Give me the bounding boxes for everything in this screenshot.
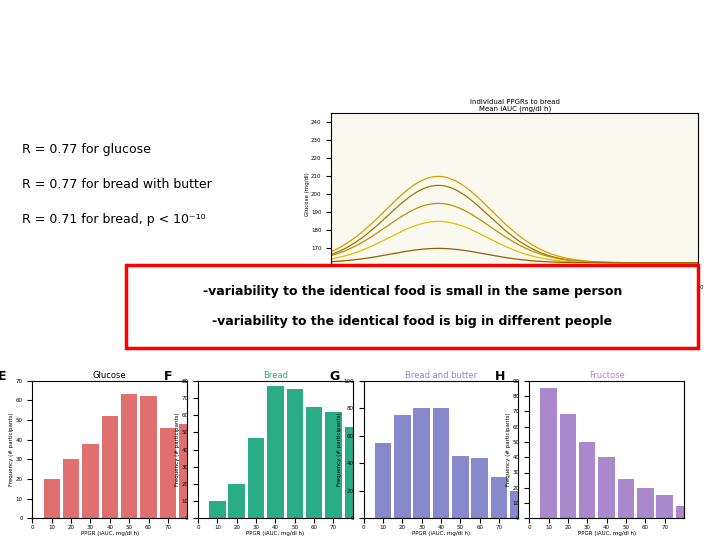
Bar (510, 491, 526, 518)
Bar (676, 506, 692, 518)
Text: R = 0.71 for bread, p < 10⁻¹⁰: R = 0.71 for bread, p < 10⁻¹⁰ (22, 213, 205, 226)
Bar (402, 475, 419, 518)
Bar (228, 484, 245, 518)
Text: Inter-v: Inter-v (21, 354, 74, 367)
Bar (540, 388, 557, 518)
Text: E: E (0, 370, 7, 383)
Bar (452, 456, 469, 518)
X-axis label: PPGR (iAUC, mg/dl h): PPGR (iAUC, mg/dl h) (412, 531, 470, 536)
X-axis label: PPGR (iAUC, mg/dl h): PPGR (iAUC, mg/dl h) (246, 531, 305, 536)
Bar (598, 457, 615, 518)
Bar (491, 477, 508, 518)
Y-axis label: Frequency (# participants): Frequency (# participants) (337, 413, 342, 487)
Bar (472, 458, 488, 518)
Bar (374, 443, 391, 518)
Bar (413, 408, 430, 518)
Bar (657, 496, 673, 518)
Title: Fructose: Fructose (589, 371, 624, 380)
Bar (248, 437, 264, 518)
Bar (237, 420, 253, 518)
X-axis label: PPGR (iAUC, mg/dl h): PPGR (iAUC, mg/dl h) (577, 531, 636, 536)
Y-axis label: Frequency (# participants): Frequency (# participants) (506, 413, 511, 487)
Bar (579, 442, 595, 518)
Text: R = 0.77 for glucose: R = 0.77 for glucose (22, 143, 150, 156)
Bar (637, 488, 654, 518)
Bar (529, 502, 546, 518)
Bar (394, 415, 410, 518)
Text: Results- Postprandial Glycemic Response: Results- Postprandial Glycemic Response (18, 25, 665, 53)
Bar (306, 407, 323, 518)
Bar (198, 410, 215, 518)
X-axis label: PPGR (iAUC, mg/dl h): PPGR (iAUC, mg/dl h) (81, 531, 139, 536)
Bar (433, 408, 449, 518)
Title: Bread and butter: Bread and butter (405, 371, 477, 380)
Text: H: H (495, 370, 505, 383)
Y-axis label: Frequency (# participants): Frequency (# participants) (9, 413, 14, 487)
Bar (364, 437, 380, 518)
Title: Individual PPGRs to bread
Mean iAUC (mg/dl h): Individual PPGRs to bread Mean iAUC (mg/… (470, 99, 559, 112)
Bar (549, 508, 565, 518)
Bar (179, 424, 195, 518)
Title: Glucose: Glucose (93, 371, 127, 380)
Bar (256, 449, 273, 518)
Bar (102, 416, 118, 518)
Text: F: F (164, 370, 173, 383)
Bar (160, 428, 176, 518)
Bar (345, 427, 361, 518)
Bar (422, 481, 438, 518)
Text: G: G (330, 370, 340, 383)
Bar (209, 501, 225, 518)
Bar (267, 386, 284, 518)
Bar (695, 511, 711, 518)
Bar (383, 467, 400, 518)
Title: Bread: Bread (263, 371, 288, 380)
Bar (82, 444, 99, 518)
Bar (287, 389, 303, 518)
Bar (121, 394, 138, 518)
Text: R = 0.77 for bread with butter: R = 0.77 for bread with butter (22, 178, 212, 191)
Bar (217, 420, 234, 518)
Bar (43, 479, 60, 518)
Bar (559, 414, 576, 518)
Bar (140, 396, 157, 518)
Text: -variability to the identical food is big in different people: -variability to the identical food is bi… (212, 315, 612, 328)
Text: -variability to the identical food is small in the same person: -variability to the identical food is sm… (202, 285, 622, 298)
Bar (276, 463, 292, 518)
Y-axis label: Glucose (mg/dl): Glucose (mg/dl) (305, 172, 310, 217)
Bar (325, 411, 342, 518)
Bar (714, 514, 720, 518)
Bar (618, 478, 634, 518)
Y-axis label: Frequency (# participants): Frequency (# participants) (175, 413, 180, 487)
Bar (63, 460, 79, 518)
Text: Intra-variability: Intra-variability (25, 103, 148, 116)
